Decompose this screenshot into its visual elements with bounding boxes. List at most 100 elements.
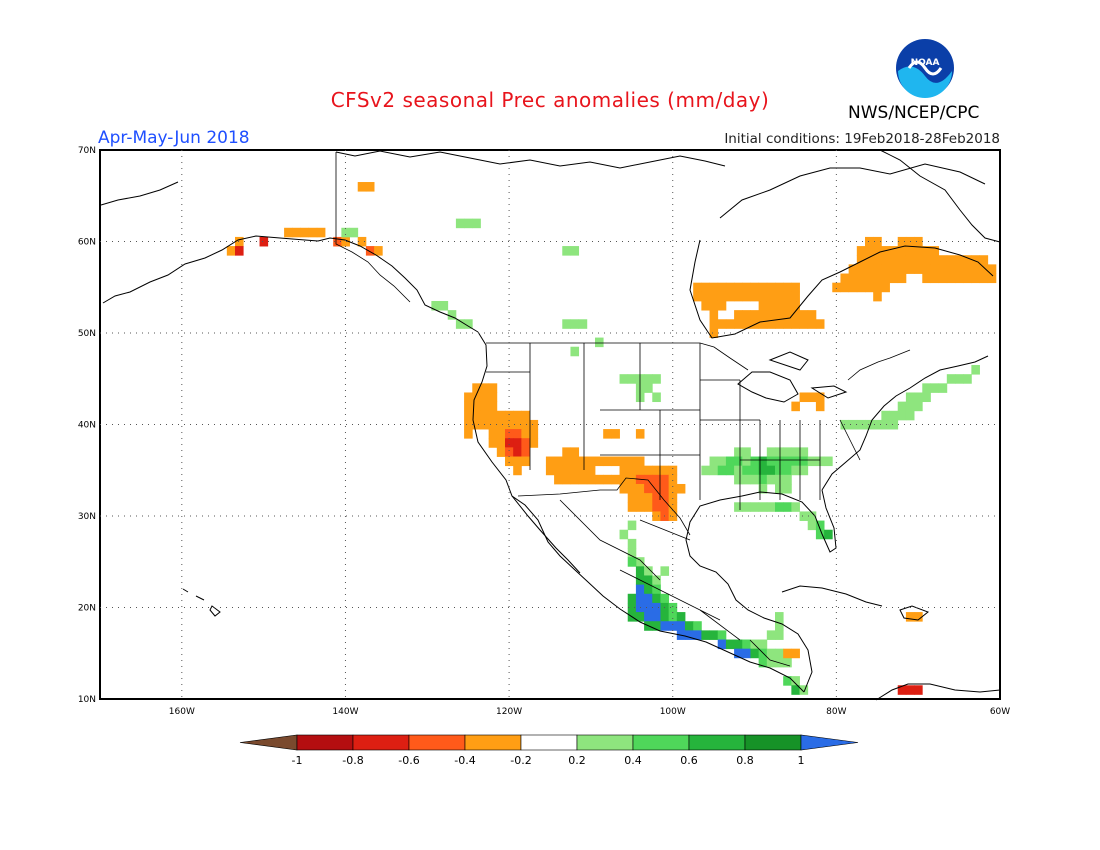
anomaly-cell (971, 264, 980, 274)
baffin-coast (719, 163, 986, 219)
anomaly-cell (431, 300, 440, 311)
anomaly-cell (660, 465, 670, 476)
anomaly-cell (652, 392, 661, 403)
legend-swatch (296, 734, 354, 751)
anomaly-cell (856, 255, 866, 265)
anomaly-cell (644, 575, 653, 586)
anomaly-cell (922, 392, 931, 403)
anomaly-cell (938, 273, 948, 284)
anomaly-cell (856, 273, 866, 284)
anomaly-cell (562, 447, 571, 457)
anomaly-cell (635, 493, 645, 503)
anomaly-cell (783, 319, 792, 329)
lat-tick-label: 40N (78, 421, 96, 431)
anomaly-cell (979, 273, 989, 284)
anomaly-cell (734, 648, 743, 659)
anomaly-cell (742, 456, 751, 467)
anomaly-cell (791, 465, 800, 476)
anomaly-cell (881, 273, 890, 284)
anomaly-cell (873, 255, 882, 265)
anomaly-cell (766, 300, 776, 311)
greenland-coast (879, 149, 1001, 243)
anomaly-cell (791, 310, 800, 320)
legend-swatch (352, 734, 410, 751)
anomaly-cell (595, 337, 604, 348)
anomaly-cell (758, 657, 768, 668)
anomaly-cell (946, 255, 956, 265)
anomaly-cell (488, 419, 498, 430)
anomaly-cell (529, 429, 539, 439)
anomaly-cell (668, 483, 678, 494)
anomaly-cell (775, 282, 784, 293)
anomaly-cell (578, 319, 588, 329)
anomaly-cell (635, 456, 645, 467)
anomaly-cell (758, 502, 768, 512)
anomaly-cell (635, 502, 645, 512)
anomaly-cell (766, 447, 776, 457)
anomaly-cell (652, 374, 661, 384)
anomaly-cell (635, 593, 645, 604)
lon-tick-label: 140W (332, 707, 358, 717)
anomaly-cell (701, 465, 710, 476)
anomaly-cell (447, 310, 457, 320)
anomaly-cell (889, 410, 899, 421)
legend-label: -0.2 (510, 754, 531, 767)
anomaly-cell (660, 621, 670, 631)
anomaly-cell (685, 630, 694, 640)
anomaly-cell (734, 474, 743, 485)
anomaly-cell (717, 639, 727, 650)
anomaly-cell (840, 273, 850, 284)
baja-coast (511, 495, 581, 574)
anomaly-cell (603, 474, 612, 485)
anomaly-cell (742, 639, 751, 650)
anomaly-cell (873, 236, 882, 247)
anomaly-cell (955, 273, 964, 284)
anomaly-cell (505, 438, 514, 448)
anomaly-cell (660, 474, 670, 485)
anomaly-cell (848, 273, 858, 284)
anomaly-cell (914, 392, 923, 403)
anomaly-cell (455, 319, 465, 329)
anomaly-cell (807, 319, 817, 329)
lat-lon-grid (100, 150, 1000, 699)
anomaly-cell (758, 483, 768, 494)
anomaly-cell (750, 456, 760, 467)
anomaly-cell (766, 648, 776, 659)
anomaly-cell (480, 383, 490, 393)
anomaly-cell (783, 447, 792, 457)
anomaly-cell (807, 310, 817, 320)
anomaly-cell (709, 310, 719, 320)
anomaly-cell (775, 474, 784, 485)
anomaly-cell (496, 410, 506, 421)
anomaly-cell (725, 465, 735, 476)
anomaly-cell (627, 493, 637, 503)
arctic-coast (335, 150, 726, 169)
anomaly-cell (488, 429, 498, 439)
anomaly-cell (783, 310, 792, 320)
anomaly-cell (652, 575, 661, 586)
anomaly-cell (627, 502, 637, 512)
anomaly-cell (914, 246, 923, 256)
anomaly-cell (775, 483, 784, 494)
anomaly-cell (586, 474, 596, 485)
anomaly-cell (627, 374, 637, 384)
anomaly-cell (521, 438, 530, 448)
anomaly-cell (889, 273, 899, 284)
anomaly-cell (529, 419, 539, 430)
anomaly-cell (758, 319, 768, 329)
anomaly-cell (783, 300, 792, 311)
anomaly-cell (611, 429, 620, 439)
agency-label: NWS/NCEP/CPC (848, 103, 980, 123)
anomaly-cell (513, 456, 522, 467)
anomaly-cell (873, 273, 882, 284)
anomaly-cell (791, 447, 800, 457)
anomaly-cell (644, 612, 653, 622)
anomaly-cell (791, 291, 800, 302)
anomaly-cell (709, 300, 719, 311)
anomaly-cell (766, 630, 776, 640)
anomaly-cell (750, 465, 760, 476)
anomaly-cell (873, 264, 882, 274)
anomaly-cell (652, 465, 661, 476)
anomaly-cell (627, 456, 637, 467)
anomaly-cell (865, 419, 874, 430)
